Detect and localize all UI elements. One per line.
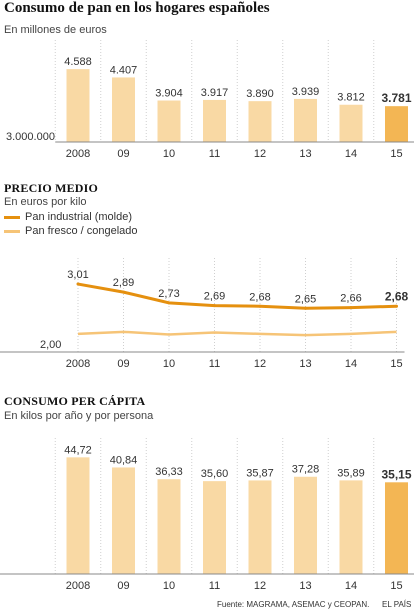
series-point-industrial (122, 290, 125, 294)
bar (157, 100, 181, 142)
x-tick-label: 14 (345, 358, 357, 370)
point-value-label: 2,69 (204, 291, 225, 303)
chart2-title: PRECIO MEDIO (4, 181, 99, 195)
x-tick-label: 2008 (66, 148, 90, 160)
baseline-label: 3.000.000 (6, 131, 55, 143)
bar (248, 480, 272, 574)
x-tick-label: 11 (209, 580, 220, 592)
bar-value-label: 40,84 (110, 454, 138, 466)
bar (385, 482, 408, 574)
bar-value-label: 35,60 (201, 468, 229, 480)
x-tick-label: 15 (390, 148, 402, 160)
point-value-label: 3,01 (67, 269, 88, 281)
bar-value-label: 35,15 (381, 467, 411, 481)
x-tick-label: 13 (299, 580, 311, 592)
bar-value-label: 3.781 (381, 91, 411, 105)
chart3-percapita-bars: 44,72 2008 40,84 09 36,33 10 35,60 11 35,87 12 37,… (0, 438, 414, 592)
x-tick-label: 14 (345, 580, 357, 592)
footer-publisher: EL PAÍS (382, 600, 412, 609)
bar-value-label: 35,89 (337, 467, 365, 479)
x-tick-label: 09 (117, 580, 129, 592)
x-tick-label: 12 (254, 148, 266, 160)
series-point-industrial (349, 306, 353, 310)
bar (203, 481, 226, 574)
point-value-label: 2,66 (340, 293, 361, 305)
x-tick-label: 2008 (66, 580, 90, 592)
series-point-industrial (213, 304, 216, 308)
bar (66, 457, 90, 574)
bar (112, 467, 135, 574)
bar-value-label: 35,87 (246, 467, 274, 479)
legend-item-industrial: Pan industrial (molde) (4, 211, 132, 223)
x-tick-label: 12 (254, 358, 266, 370)
chart2-subtitle: En euros por kilo (4, 196, 87, 208)
chart2-precio-lines: 2,00 3,01 2,89 2,73 2,69 2,68 2,65 2,66 2,68 2008… (0, 258, 409, 370)
bar (385, 106, 408, 142)
bar (157, 479, 181, 574)
chart1-consumo-bars: 4.588 2008 4.407 09 3.904 10 3.917 11 3.890 12 3.9… (6, 40, 414, 160)
bar-value-label: 3.812 (337, 92, 365, 104)
bar-value-label: 4.407 (110, 64, 138, 76)
bar (66, 69, 90, 142)
bar (203, 99, 226, 142)
point-value-label: 2,73 (158, 288, 179, 300)
series-point-industrial (258, 304, 262, 308)
x-tick-label: 15 (390, 358, 402, 370)
chart1-subtitle: En millones de euros (4, 24, 107, 36)
x-tick-label: 12 (254, 580, 266, 592)
footer-source: Fuente: MAGRAMA, ASEMAC y CEOPAN. (217, 600, 370, 609)
point-value-label: 2,68 (385, 289, 409, 303)
legend-label-industrial: Pan industrial (molde) (25, 211, 132, 223)
series-point-industrial (395, 304, 398, 308)
point-value-label: 2,65 (295, 293, 316, 305)
bar-value-label: 3.939 (292, 86, 320, 98)
x-tick-label: 2008 (66, 358, 90, 370)
bar (248, 101, 272, 142)
bar-value-label: 4.588 (64, 56, 92, 68)
chart3-title: CONSUMO PER CÁPITA (4, 394, 146, 408)
bar (339, 480, 363, 574)
legend-swatch-industrial (4, 215, 20, 219)
x-tick-label: 10 (163, 358, 175, 370)
bar (339, 104, 363, 142)
bar-value-label: 3.890 (246, 88, 274, 100)
x-tick-label: 15 (390, 580, 402, 592)
x-tick-label: 14 (345, 148, 357, 160)
x-tick-label: 10 (163, 148, 175, 160)
series-point-industrial (167, 301, 171, 305)
series-point-industrial (76, 282, 80, 286)
legend-label-fresco: Pan fresco / congelado (25, 225, 138, 237)
x-tick-label: 13 (299, 358, 311, 370)
bar-value-label: 37,28 (292, 464, 320, 476)
baseline-label: 2,00 (40, 339, 61, 351)
bar-value-label: 3.917 (201, 87, 229, 99)
x-tick-label: 10 (163, 580, 175, 592)
chart3-subtitle: En kilos por año y por persona (4, 410, 154, 422)
bar-value-label: 44,72 (64, 444, 92, 456)
main-title: Consumo de pan en los hogares españoles (4, 0, 270, 16)
bar-value-label: 36,33 (155, 466, 183, 478)
series-line-industrial (77, 282, 397, 310)
bar (294, 98, 317, 142)
series-line-fresco (77, 330, 397, 337)
x-tick-label: 13 (299, 148, 311, 160)
legend-item-fresco: Pan fresco / congelado (4, 225, 138, 237)
series-point-industrial (304, 306, 307, 310)
x-tick-label: 11 (209, 358, 220, 370)
bar (294, 476, 317, 574)
point-value-label: 2,68 (249, 291, 270, 303)
bar-value-label: 3.904 (155, 88, 183, 100)
legend-swatch-fresco (4, 229, 20, 233)
x-tick-label: 09 (117, 148, 129, 160)
x-tick-label: 11 (209, 148, 220, 160)
point-value-label: 2,89 (113, 277, 134, 289)
x-tick-label: 09 (117, 358, 129, 370)
bar (112, 77, 135, 142)
